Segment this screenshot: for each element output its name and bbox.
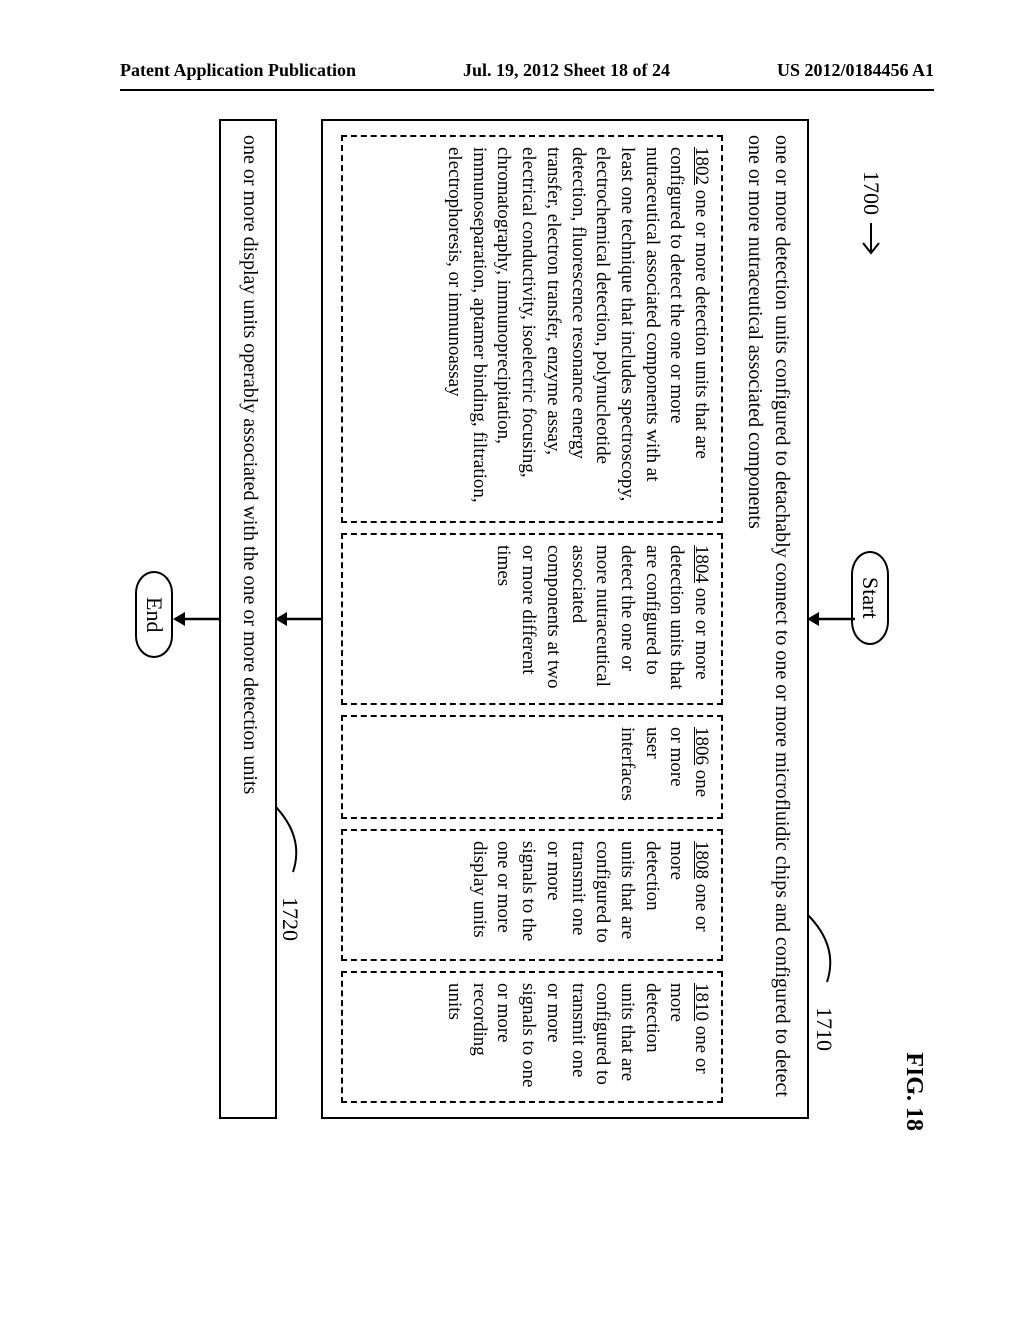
arrow-1710-to-1720-icon [275,609,321,629]
box-1710: one or more detection units configured t… [321,119,809,1119]
box-1802: 1802 one or more detection units that ar… [341,135,723,523]
dashed-row: 1802 one or more detection units that ar… [341,135,723,1103]
header-left: Patent Application Publication [120,60,356,81]
figure-rotated-container: FIG. 18 1700 Start 171 [127,111,927,1171]
ref-1806: 1806 [691,727,712,765]
box-1802-text: one or more detection units that are con… [444,147,712,503]
box-1804-text: one or more detection units that are con… [494,545,713,690]
box-1806: 1806 one or more user interfaces [341,715,723,819]
start-node: Start [851,551,889,645]
arrow-1720-to-end-icon [173,609,219,629]
box-1710-text: one or more detection units configured t… [741,135,795,1103]
end-node: End [135,571,173,658]
ref-1710-text: 1710 [812,1007,837,1051]
page: Patent Application Publication Jul. 19, … [0,0,1024,1320]
ref-1808: 1808 [691,841,712,879]
page-header: Patent Application Publication Jul. 19, … [120,60,934,81]
figure-area: FIG. 18 1700 Start 171 [120,111,934,1171]
figure-label: FIG. 18 [900,1052,927,1131]
ref-1804: 1804 [691,545,712,583]
ref-1700-text: 1700 [858,171,884,215]
header-rule [120,89,934,91]
box-1808: 1808 one or more detection units that ar… [341,829,723,961]
header-center: Jul. 19, 2012 Sheet 18 of 24 [463,60,670,81]
end-label: End [135,571,173,658]
header-right: US 2012/0184456 A1 [777,60,934,81]
ref-1720-text: 1720 [278,897,303,941]
ref-1810: 1810 [691,983,712,1021]
box-1804: 1804 one or more detection units that ar… [341,533,723,705]
box-1808-text: one or more detection units that are con… [469,841,712,943]
ref-1700-arrow-icon [857,223,885,263]
arrow-start-to-1710-icon [807,609,855,629]
box-1720: one or more display units operably assoc… [219,119,277,1119]
box-1810-text: one or more detection units that are con… [444,983,712,1088]
reference-1700: 1700 [857,171,885,263]
box-1810: 1810 one or more detection units that ar… [341,971,723,1103]
ref-1802: 1802 [691,147,712,185]
start-label: Start [851,551,889,645]
box-1720-text: one or more display units operably assoc… [239,135,261,794]
